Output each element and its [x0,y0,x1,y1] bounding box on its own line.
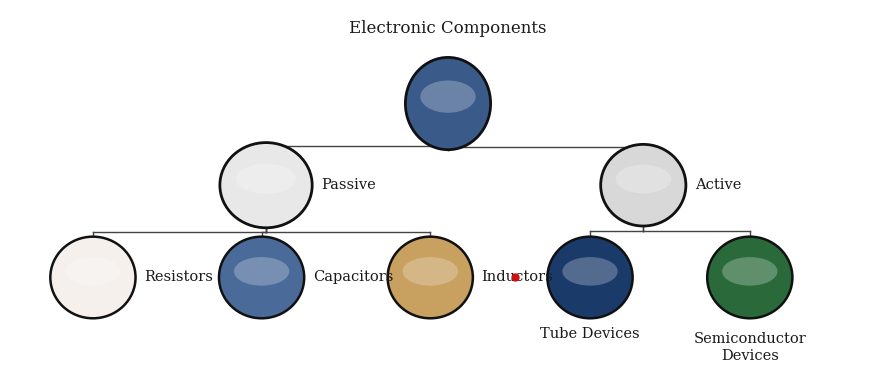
Ellipse shape [707,237,792,318]
Ellipse shape [420,80,476,113]
Ellipse shape [50,237,135,318]
Text: Inductors: Inductors [482,270,554,285]
Ellipse shape [600,144,686,226]
Ellipse shape [388,237,473,318]
Ellipse shape [65,257,121,286]
Text: Semiconductor
Devices: Semiconductor Devices [694,333,806,363]
Text: Passive: Passive [321,178,375,192]
Ellipse shape [220,142,312,228]
Ellipse shape [563,257,617,286]
Text: Tube Devices: Tube Devices [540,327,640,341]
Ellipse shape [236,164,296,194]
Text: Active: Active [694,178,741,192]
Ellipse shape [234,257,289,286]
Ellipse shape [402,257,458,286]
Text: Electronic Components: Electronic Components [349,20,547,37]
Text: Resistors: Resistors [144,270,213,285]
Ellipse shape [616,165,671,193]
Text: Capacitors: Capacitors [313,270,393,285]
Ellipse shape [547,237,633,318]
Ellipse shape [405,57,491,150]
Ellipse shape [219,237,305,318]
Ellipse shape [722,257,778,286]
